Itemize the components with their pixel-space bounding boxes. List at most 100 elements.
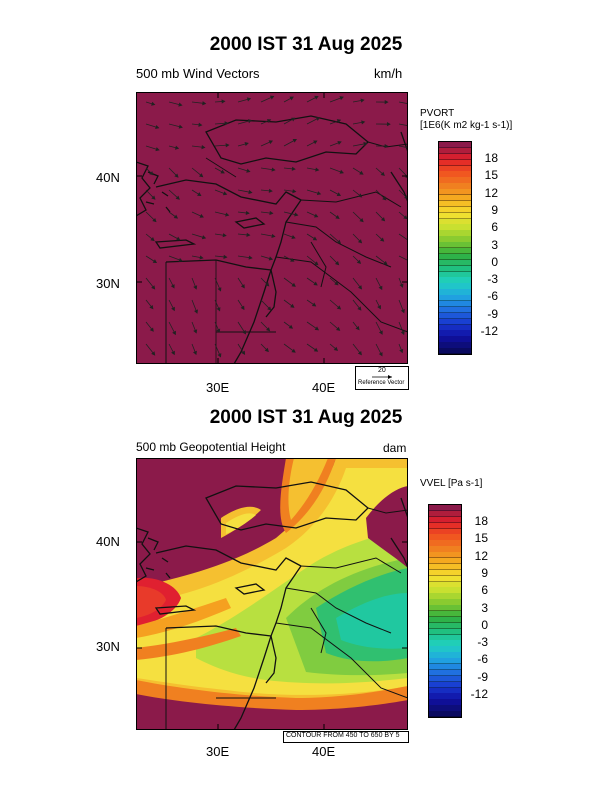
wind-vector-head [336,192,342,196]
wind-vector-head [151,195,156,200]
panel2-lon-40e: 40E [312,744,336,759]
wind-vector-head [363,141,368,147]
wind-vector-head [201,235,207,240]
wind-vector-head [294,212,299,217]
panel2-lon-30e: 30E [206,744,230,759]
colorbar-segment [429,640,461,647]
colorbar-segment [439,324,471,331]
wind-vector-head [377,305,381,310]
wind-vector-head [315,117,321,121]
colorbar-tick-label: 3 [491,237,498,252]
panel1-wind-vectors [145,95,408,358]
wind-vector-head [248,189,253,195]
colorbar-segment [439,177,471,184]
colorbar-segment [439,206,471,214]
wind-vector-head [152,217,157,223]
panel2-coastlines [136,481,408,730]
wind-vector-head [198,173,204,178]
colorbar-segment [439,248,471,255]
colorbar-segment [429,558,461,565]
wind-vector-head [178,102,183,107]
wind-vector-head [178,124,183,129]
colorbar-segment [439,230,471,237]
colorbar-segment [429,705,461,712]
wind-vector-head [178,257,183,262]
wind-vector-head [399,283,404,288]
wind-vector-head [314,95,319,100]
colorbar-tick-label: 0 [481,617,488,632]
wind-vector-head [171,306,175,312]
colorbar-segment [429,675,461,683]
wind-vector-head [265,327,271,332]
colorbar-segment [429,664,461,671]
wind-vector-head [382,196,387,201]
contour-note: CONTOUR FROM 450 TO 650 BY 5 [286,732,400,739]
wind-vector [398,255,408,261]
colorbar-segment [429,681,461,689]
wind-vector-head [357,285,363,290]
colorbar-segment [439,153,471,161]
wind-vector-head [221,99,226,104]
wind-vector-head [264,347,269,353]
wind-vector-head [378,285,383,291]
colorbar-tick-label: 9 [481,565,488,580]
wind-vector-head [201,145,206,150]
wind-vector-head [269,95,275,100]
panel1-title: 2000 IST 31 Aug 2025 [209,34,403,55]
wind-vector-head [151,351,156,356]
wind-vector-head [265,282,270,287]
wind-vector-head [292,189,297,194]
wind-vector-head [359,170,364,175]
wind-vector-head [220,169,225,174]
wind-vector-head [291,166,296,171]
colorbar-segment [429,505,461,512]
wind-vector-head [155,147,160,152]
colorbar-segment [429,622,461,630]
wind-vector-head [175,195,180,200]
colorbar-segment [429,646,461,653]
wind-vector-head [383,260,388,265]
wind-vector-head [315,167,320,172]
colorbar-segment [439,265,471,273]
panel2-map-svg [136,458,408,730]
colorbar-segment [429,687,461,694]
colorbar-segment [429,575,461,583]
wind-vector [398,123,408,127]
colorbar-segment [439,301,471,308]
wind-vector-head [240,284,245,289]
wind-vector-head [384,100,389,105]
panel1-pvort-map [136,92,408,364]
colorbar-tick-label: 12 [474,548,488,563]
wind-vector-head [334,281,339,286]
wind-vector-head [267,306,272,311]
colorbar-segment [439,242,471,249]
colorbar-tick-label: 18 [484,151,498,165]
wind-vector-head [199,213,204,218]
wind-vector-head [197,192,202,197]
colorbar-tick-label: -9 [487,306,498,321]
wind-vector-head [380,171,385,176]
wind-vector-head [216,307,221,312]
wind-vector-head [170,284,175,289]
wind-vector-head [313,281,318,286]
wind-vector-head [225,212,230,217]
colorbar-segment [439,306,471,314]
colorbar-segment [429,628,461,636]
colorbar-tick-label: -6 [487,289,498,304]
wind-vector-head [202,101,207,106]
colorbar-tick-label: -9 [477,669,488,684]
reference-value: 20 [378,367,386,374]
wind-vector-head [194,309,198,314]
panel1-lon-30e: 30E [206,380,230,395]
wind-vector-head [291,282,296,287]
panel2-contour-note-box: CONTOUR FROM 450 TO 650 BY 5 [283,731,409,743]
colorbar-segment [439,295,471,302]
wind-vector-head [149,327,154,332]
panel2-lat-30n: 30N [96,639,120,654]
panel1-units: km/h [374,66,403,81]
colorbar-segment [429,546,461,553]
colorbar-segment [439,236,471,243]
wind-vector-head [312,236,318,241]
wind-vector-head [289,96,294,101]
wind-vector-head [217,287,222,292]
